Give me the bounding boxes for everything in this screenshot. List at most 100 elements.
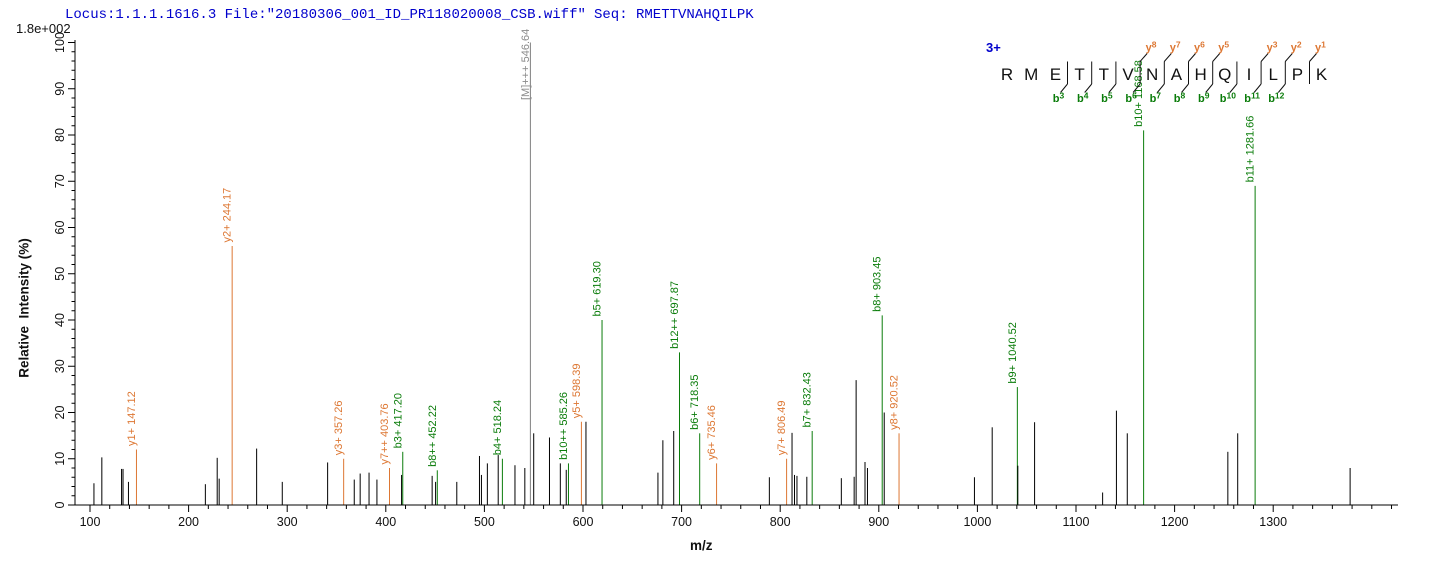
b-ion-slash [1108, 83, 1117, 93]
peak-label: b10+ 1168.58 [1133, 60, 1145, 127]
peak-label: y1+ 147.12 [126, 391, 138, 446]
axes [68, 40, 1398, 512]
x-tick-label: 1000 [963, 515, 991, 529]
y-ion-tag: y7 [1170, 40, 1181, 55]
y-tick-label: 40 [53, 313, 67, 327]
y-tick-label: 90 [53, 82, 67, 96]
b-ion-tag: b5 [1101, 91, 1113, 106]
x-tick-label: 1200 [1161, 515, 1189, 529]
b-ion-slash [1156, 83, 1165, 93]
b-ion-slash [1205, 83, 1214, 93]
y-ion-tag: y6 [1194, 40, 1205, 55]
peak-label: y7+ 806.49 [776, 401, 788, 456]
y-tick-label: 20 [53, 406, 67, 420]
peak-label: b6+ 718.35 [689, 374, 701, 429]
residue-letter: Q [1218, 65, 1231, 84]
b-ion-slash [1132, 83, 1141, 93]
y-ion-slash [1284, 53, 1293, 62]
b-ion-slash [1060, 83, 1068, 93]
y-ion-tag: y2 [1291, 40, 1302, 55]
x-tick-label: 200 [178, 515, 199, 529]
b-ion-tag: b7 [1150, 91, 1162, 106]
y-tick-label: 60 [53, 221, 67, 235]
residue-letter: H [1194, 65, 1206, 84]
peak-label: b4+ 518.24 [492, 400, 504, 455]
peak-label: y2+ 244.17 [222, 188, 234, 243]
peak-label: b8++ 452.22 [427, 405, 439, 467]
residue-letter: L [1268, 65, 1277, 84]
peak-label: b3+ 417.20 [392, 393, 404, 448]
cleavage-marks [1060, 53, 1317, 93]
residue-letter: E [1050, 65, 1061, 84]
y-tick-label: 30 [53, 359, 67, 373]
b-ion-tag: b10 [1220, 91, 1236, 106]
precursor-charge-label: 3+ [986, 40, 1001, 55]
tick-labels: 100 200 300 400 500 600 700 800 900 1000 1100 1200 1… [53, 32, 1287, 529]
y-ion-slash [1139, 53, 1148, 62]
y-ion-slash [1309, 53, 1317, 62]
b-ion-slash [1084, 83, 1093, 93]
x-tick-label: 400 [375, 515, 396, 529]
b-ion-slash [1229, 83, 1238, 93]
y-ion-tag: y1 [1315, 40, 1326, 55]
peak-label: y8+ 920.52 [889, 375, 901, 430]
x-tick-label: 100 [80, 515, 101, 529]
x-tick-label: 500 [474, 515, 495, 529]
series-b-ions [402, 130, 1256, 505]
peak-label: b12++ 697.87 [669, 281, 681, 349]
peak-label: y3+ 357.26 [333, 401, 345, 456]
y-ion-tag: y8 [1146, 40, 1157, 55]
x-tick-label: 600 [573, 515, 594, 529]
header-sequence: Seq: RMETTVNAHQILPK [594, 7, 754, 23]
y-tick-label: 70 [53, 174, 67, 188]
x-tick-label: 800 [770, 515, 791, 529]
peak-label: b5+ 619.30 [592, 261, 604, 316]
y-tick-label: 100 [53, 32, 67, 53]
series-unassigned [93, 380, 1351, 505]
y-ion-slash [1188, 53, 1196, 62]
b-ion-slash [1181, 83, 1189, 93]
peak-label: b7+ 832.43 [802, 372, 814, 427]
series-y-ions [135, 246, 900, 505]
x-tick-label: 300 [277, 515, 298, 529]
residue-letter: T [1074, 65, 1084, 84]
residue-letter: M [1024, 65, 1038, 84]
b-ion-tag: b12 [1268, 91, 1284, 106]
residue-letter: T [1099, 65, 1109, 84]
peak-label: [M]+++ 546.64 [520, 29, 532, 100]
residue-letter: P [1292, 65, 1303, 84]
residue-letter: I [1247, 65, 1252, 84]
y-ion-slash [1260, 53, 1269, 62]
x-tick-label: 1100 [1063, 515, 1090, 529]
b-ion-tag: b11 [1244, 91, 1260, 106]
residue-letter: A [1171, 65, 1183, 84]
b-ion-tag: b4 [1077, 91, 1089, 106]
x-tick-label: 1300 [1259, 515, 1287, 529]
b-ion-tag: b9 [1198, 91, 1210, 106]
y-ion-tag: y3 [1267, 40, 1278, 55]
b-ion-slash [1277, 83, 1286, 93]
residue-letter: V [1122, 65, 1134, 84]
y-tick-label: 80 [53, 128, 67, 142]
peak-label: b10++ 585.26 [558, 392, 570, 460]
y-tick-label: 10 [53, 452, 67, 466]
peak-label: y5+ 598.39 [571, 364, 583, 419]
b-ion-slash [1253, 83, 1262, 93]
y-tick-label: 0 [53, 501, 67, 508]
b-ion-tag: b6 [1125, 91, 1137, 106]
b-ion-tag: b3 [1053, 91, 1065, 106]
x-tick-label: 700 [671, 515, 692, 529]
residue-letter: R [1001, 65, 1013, 84]
x-axis-title: m/z [690, 538, 713, 553]
header-locus-file: Locus:1.1.1.1616.3 File:"20180306_001_ID… [65, 7, 586, 23]
peak-label: b8+ 903.45 [872, 257, 884, 312]
y-ion-slash [1163, 53, 1172, 62]
b-ion-tag: b8 [1174, 91, 1186, 106]
peaks [93, 42, 1351, 505]
residue-letter: K [1316, 65, 1328, 84]
peak-label: y6+ 735.46 [706, 405, 718, 460]
x-tick-label: 900 [868, 515, 889, 529]
